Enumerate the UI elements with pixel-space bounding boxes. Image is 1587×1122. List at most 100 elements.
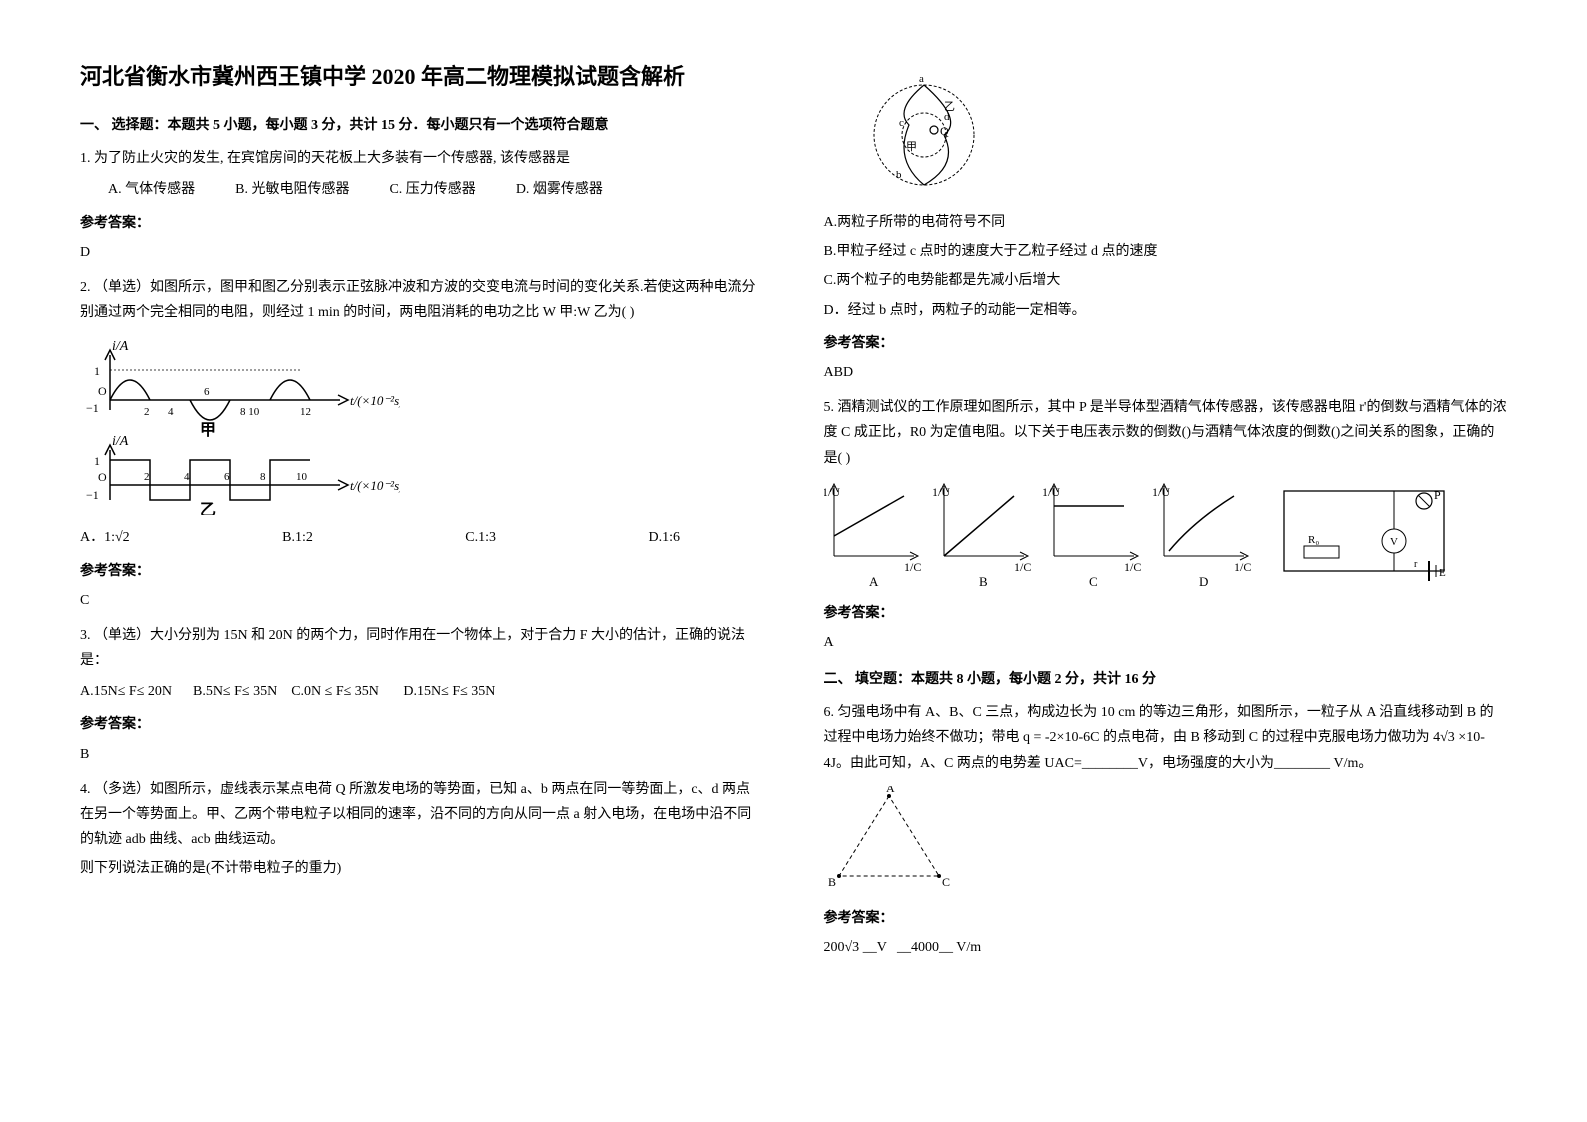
svg-text:B: B (979, 574, 988, 589)
svg-text:t/(×10⁻²s): t/(×10⁻²s) (350, 393, 400, 408)
q4-figure: Q a b d c 甲 乙 (844, 70, 1508, 200)
svg-text:1/U: 1/U (1042, 485, 1060, 499)
svg-text:B: B (828, 875, 836, 889)
q4-answer: ABD (824, 360, 1508, 385)
svg-text:1: 1 (94, 454, 100, 468)
svg-text:C: C (1089, 574, 1098, 589)
svg-text:2: 2 (144, 406, 150, 418)
q6-text: 6. 匀强电场中有 A、B、C 三点，构成边长为 10 cm 的等边三角形，如图… (824, 700, 1508, 776)
svg-text:1/U: 1/U (824, 485, 840, 499)
q2-options: A．1:√2 B.1:2 C.1:3 D.1:6 (80, 525, 680, 550)
q2-opt-a: A．1:√2 (80, 525, 130, 550)
q6-answer-label: 参考答案： (824, 906, 1508, 931)
q4-opt-a: A.两粒子所带的电荷符号不同 (824, 210, 1508, 235)
triangle-diagram: A B C (824, 786, 954, 896)
q5-text: 5. 酒精测试仪的工作原理如图所示，其中 P 是半导体型酒精气体传感器，该传感器… (824, 395, 1508, 471)
right-column: Q a b d c 甲 乙 A.两粒子所带的电荷符号不同 B.甲粒子经过 c 点… (824, 60, 1508, 1062)
svg-text:r: r (1414, 559, 1418, 570)
q5-figure: 1/U 1/C A 1/U 1/C B (824, 481, 1508, 591)
svg-text:i/A: i/A (112, 339, 129, 354)
svg-text:t/(×10⁻²s): t/(×10⁻²s) (350, 478, 400, 493)
q3-text: 3. （单选）大小分别为 15N 和 20N 的两个力，同时作用在一个物体上，对… (80, 623, 764, 673)
q4-text1: 4. （多选）如图所示，虚线表示某点电荷 Q 所激发电场的等势面，已知 a、b … (80, 777, 764, 853)
svg-text:4: 4 (168, 406, 174, 418)
q1-options: A. 气体传感器 B. 光敏电阻传感器 C. 压力传感器 D. 烟雾传感器 (108, 177, 764, 202)
q5-answer: A (824, 630, 1508, 655)
svg-text:i/A: i/A (112, 434, 129, 449)
question-6: 6. 匀强电场中有 A、B、C 三点，构成边长为 10 cm 的等边三角形，如图… (824, 700, 1508, 960)
q1-opt-a: A. 气体传感器 (108, 177, 195, 202)
q6-answer-1: 200√3 (824, 940, 860, 955)
svg-text:4: 4 (184, 471, 190, 483)
svg-text:1: 1 (94, 364, 100, 378)
question-4-part2: A.两粒子所带的电荷符号不同 B.甲粒子经过 c 点时的速度大于乙粒子经过 d … (824, 210, 1508, 385)
q4-opt-b: B.甲粒子经过 c 点时的速度大于乙粒子经过 d 点的速度 (824, 239, 1508, 264)
svg-text:1/C: 1/C (904, 560, 921, 574)
svg-text:6: 6 (224, 471, 230, 483)
document-title: 河北省衡水市冀州西王镇中学 2020 年高二物理模拟试题含解析 (80, 60, 764, 93)
q6-figure: A B C (824, 786, 1508, 896)
svg-text:O: O (98, 384, 107, 398)
q6-answer-1-unit: __V (863, 940, 887, 955)
svg-text:c: c (899, 117, 904, 129)
svg-text:1/C: 1/C (1234, 560, 1251, 574)
q5-graphs-circuit: 1/U 1/C A 1/U 1/C B (824, 481, 1464, 591)
q4-answer-label: 参考答案： (824, 331, 1508, 356)
svg-text:R₀: R₀ (1308, 534, 1319, 546)
svg-text:−1: −1 (86, 401, 99, 415)
q2-opt-b: B.1:2 (282, 525, 313, 550)
q4-text2: 则下列说法正确的是(不计带电粒子的重力) (80, 856, 764, 881)
waveform-diagram: i/A 1 O −1 2 4 6 (80, 335, 400, 515)
svg-text:乙: 乙 (944, 100, 955, 113)
question-1: 1. 为了防止火灾的发生, 在宾馆房间的天花板上大多装有一个传感器, 该传感器是… (80, 146, 764, 265)
q3-options: A.15N≤ F≤ 20N B.5N≤ F≤ 35N C.0N ≤ F≤ 35N… (80, 679, 764, 704)
svg-text:8: 8 (260, 471, 266, 483)
q1-opt-d: D. 烟雾传感器 (516, 177, 603, 202)
q2-opt-c: C.1:3 (465, 525, 496, 550)
svg-text:D: D (1199, 574, 1208, 589)
svg-text:10: 10 (296, 471, 308, 483)
q6-answer: 200√3 __V __4000__ V/m (824, 935, 1508, 960)
svg-text:8 10: 8 10 (240, 406, 260, 418)
q1-answer-label: 参考答案： (80, 211, 764, 236)
svg-text:1/U: 1/U (1152, 485, 1170, 499)
svg-text:1/U: 1/U (932, 485, 950, 499)
svg-text:b: b (896, 169, 902, 181)
q4-opt-d: D．经过 b 点时，两粒子的动能一定相等。 (824, 298, 1508, 323)
svg-text:C: C (942, 875, 950, 889)
q2-opt-d: D.1:6 (648, 525, 680, 550)
section-1-header: 一、 选择题：本题共 5 小题，每小题 3 分，共计 15 分．每小题只有一个选… (80, 113, 764, 138)
q4-opt-c: C.两个粒子的电势能都是先减小后增大 (824, 268, 1508, 293)
question-2: 2. （单选）如图所示，图甲和图乙分别表示正弦脉冲波和方波的交变电流与时间的变化… (80, 275, 764, 613)
q2-text: 2. （单选）如图所示，图甲和图乙分别表示正弦脉冲波和方波的交变电流与时间的变化… (80, 275, 764, 325)
section-2-header: 二、 填空题：本题共 8 小题，每小题 2 分，共计 16 分 (824, 667, 1508, 692)
svg-text:a: a (919, 73, 924, 85)
q1-text: 1. 为了防止火灾的发生, 在宾馆房间的天花板上大多装有一个传感器, 该传感器是 (80, 146, 764, 171)
q2-figure: i/A 1 O −1 2 4 6 (80, 335, 764, 515)
svg-text:1/C: 1/C (1014, 560, 1031, 574)
svg-text:乙: 乙 (200, 502, 216, 515)
q3-answer-label: 参考答案： (80, 712, 764, 737)
q1-answer: D (80, 240, 764, 265)
svg-text:O: O (98, 470, 107, 484)
q2-answer: C (80, 588, 764, 613)
left-column: 河北省衡水市冀州西王镇中学 2020 年高二物理模拟试题含解析 一、 选择题：本… (80, 60, 764, 1062)
svg-text:P: P (1434, 488, 1441, 502)
question-4-part1: 4. （多选）如图所示，虚线表示某点电荷 Q 所激发电场的等势面，已知 a、b … (80, 777, 764, 882)
question-3: 3. （单选）大小分别为 15N 和 20N 的两个力，同时作用在一个物体上，对… (80, 623, 764, 767)
equipotential-diagram: Q a b d c 甲 乙 (844, 70, 1004, 200)
svg-text:E: E (1439, 567, 1446, 579)
q1-opt-c: C. 压力传感器 (389, 177, 475, 202)
svg-text:2: 2 (144, 471, 150, 483)
svg-text:A: A (886, 786, 895, 795)
svg-text:甲: 甲 (906, 141, 917, 153)
svg-text:1/C: 1/C (1124, 560, 1141, 574)
svg-text:6: 6 (204, 386, 210, 398)
q1-opt-b: B. 光敏电阻传感器 (235, 177, 349, 202)
svg-text:−1: −1 (86, 488, 99, 502)
q2-answer-label: 参考答案： (80, 559, 764, 584)
question-5: 5. 酒精测试仪的工作原理如图所示，其中 P 是半导体型酒精气体传感器，该传感器… (824, 395, 1508, 655)
svg-text:12: 12 (300, 406, 311, 418)
q3-answer: B (80, 742, 764, 767)
svg-text:A: A (869, 574, 879, 589)
